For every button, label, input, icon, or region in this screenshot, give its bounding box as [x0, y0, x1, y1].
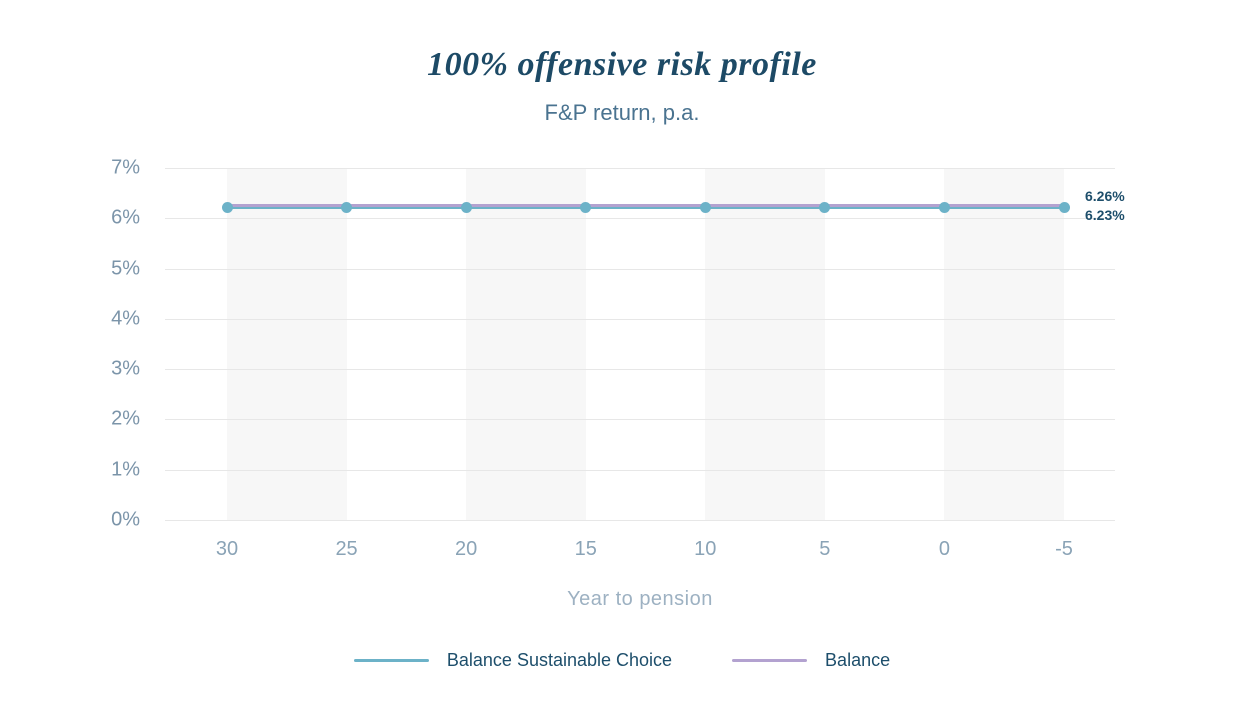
y-tick-label: 3% [111, 357, 140, 380]
gridline [165, 218, 1115, 220]
x-tick-label: 20 [455, 538, 478, 560]
x-tick-label: 10 [694, 538, 717, 560]
x-tick-label: 25 [335, 538, 358, 560]
y-tick-label: 1% [111, 458, 140, 481]
gridline [165, 520, 1115, 521]
plot-band [944, 168, 1064, 520]
data-point-marker [819, 202, 831, 214]
gridline [165, 469, 1115, 471]
gridline [165, 268, 1115, 270]
plot-band [227, 168, 347, 520]
data-point-marker [699, 202, 711, 214]
plot-area: 6.26% 6.23% [165, 168, 1125, 521]
x-tick-label: -5 [1055, 538, 1073, 560]
y-tick-label: 2% [111, 407, 140, 430]
end-label-balance-sustainable-choice: 6.23% [1085, 207, 1125, 223]
chart-subtitle: F&P return, p.a. [544, 100, 700, 125]
data-point-marker [341, 202, 353, 214]
gridline [165, 168, 1115, 169]
y-tick-label: 4% [111, 307, 140, 330]
x-tick-label: 15 [574, 538, 597, 560]
end-label-balance: 6.26% [1085, 188, 1125, 204]
y-tick-label: 6% [111, 206, 140, 229]
chart-legend: Balance Sustainable Choice Balance [0, 650, 1244, 671]
y-axis-labels: 7% 6% 5% 4% 3% 2% 1% 0% [60, 157, 140, 531]
x-tick-label: 5 [819, 538, 831, 560]
legend-item-balance: Balance [732, 650, 890, 671]
y-tick-label: 0% [111, 508, 140, 531]
plot-band [705, 168, 825, 520]
gridline [165, 369, 1115, 371]
legend-swatch-teal-line [353, 659, 429, 662]
legend-item-balance-sustainable-choice: Balance Sustainable Choice [353, 650, 673, 671]
x-tick-label: 0 [938, 538, 950, 560]
legend-swatch-purple-line [732, 659, 808, 662]
gridline [165, 318, 1115, 320]
data-point-marker [580, 202, 592, 214]
x-axis-title: Year to pension [567, 588, 713, 610]
series-line-balance [227, 203, 1064, 207]
data-point-marker [938, 202, 950, 214]
x-tick-label: 30 [215, 538, 239, 560]
y-tick-label: 5% [111, 257, 140, 280]
legend-label-balance: Balance [825, 650, 891, 670]
data-point-marker [221, 202, 233, 214]
y-tick-label: 7% [111, 156, 140, 179]
legend-label-balance-sustainable-choice: Balance Sustainable Choice [446, 650, 673, 670]
plot-band [466, 168, 586, 520]
series-line-balance-sustainable-choice [227, 204, 1064, 210]
x-axis-labels: 30 25 20 15 10 5 0 -5 [165, 538, 1115, 564]
chart-title: 100% offensive risk profile [427, 46, 817, 83]
data-point-marker [1058, 202, 1070, 214]
data-point-marker [460, 202, 472, 214]
gridline [165, 419, 1115, 421]
